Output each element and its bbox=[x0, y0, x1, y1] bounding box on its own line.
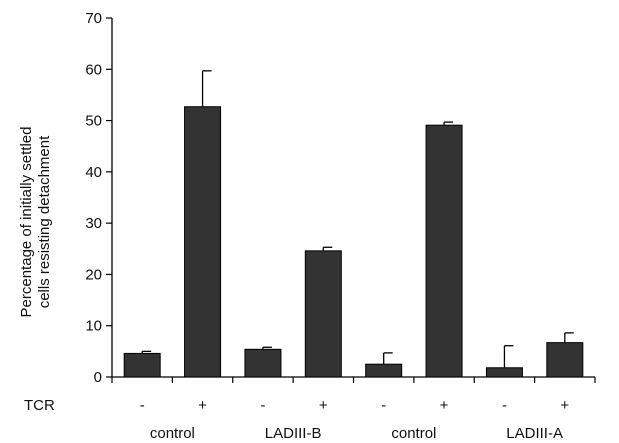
tcr-sign-label: + bbox=[440, 397, 449, 414]
y-tick-label: 10 bbox=[85, 318, 102, 335]
bar bbox=[425, 124, 463, 378]
y-tick-label: 50 bbox=[85, 113, 102, 130]
tcr-row-label: TCR bbox=[24, 397, 55, 414]
tcr-sign-label: + bbox=[560, 397, 569, 414]
bar bbox=[304, 250, 342, 378]
y-tick-label: 70 bbox=[85, 10, 102, 27]
tcr-sign-labels: - + - + - + - + bbox=[140, 397, 570, 414]
tcr-sign-label: - bbox=[260, 397, 265, 414]
tcr-sign-label: + bbox=[198, 397, 207, 414]
bar bbox=[365, 363, 403, 378]
bar bbox=[485, 367, 523, 378]
x-axis bbox=[111, 376, 596, 383]
y-axis-title-line-2: cells resisting detachment bbox=[36, 135, 53, 308]
y-tick-label: 30 bbox=[85, 215, 102, 232]
tcr-sign-label: - bbox=[502, 397, 507, 414]
group-label: LADIII-B bbox=[265, 425, 322, 442]
bar bbox=[123, 352, 161, 378]
group-label: control bbox=[391, 425, 436, 442]
group-label: LADIII-A bbox=[506, 425, 563, 442]
y-tick-label: 0 bbox=[94, 369, 102, 386]
bar bbox=[546, 342, 584, 378]
y-tick-label: 40 bbox=[85, 164, 102, 181]
bar bbox=[184, 106, 222, 378]
group-label: control bbox=[150, 425, 195, 442]
tcr-sign-label: + bbox=[319, 397, 328, 414]
y-tick-label: 20 bbox=[85, 266, 102, 283]
group-labels: control LADIII-B control LADIII-A bbox=[150, 425, 563, 442]
error-bars bbox=[141, 70, 574, 368]
bar bbox=[244, 348, 282, 378]
y-axis: 0 10 20 30 40 50 60 70 bbox=[85, 10, 113, 386]
tcr-sign-label: - bbox=[140, 397, 145, 414]
y-axis-title-line-1: Percentage of initially settled bbox=[18, 127, 35, 318]
bars bbox=[123, 106, 584, 378]
tcr-sign-label: - bbox=[381, 397, 386, 414]
y-tick-label: 60 bbox=[85, 61, 102, 78]
